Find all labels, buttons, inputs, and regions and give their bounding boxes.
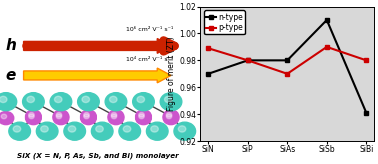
Circle shape: [26, 112, 41, 125]
Circle shape: [0, 96, 7, 103]
Circle shape: [54, 96, 62, 103]
Circle shape: [23, 93, 44, 111]
n-type: [325, 19, 329, 21]
Circle shape: [84, 113, 89, 117]
p-type: [364, 59, 369, 61]
Text: h: h: [6, 38, 17, 53]
p-type: [325, 46, 329, 48]
Circle shape: [26, 110, 41, 123]
Circle shape: [108, 112, 124, 125]
Circle shape: [178, 126, 186, 132]
Line: p-type: p-type: [206, 44, 369, 76]
n-type: [206, 73, 211, 75]
Circle shape: [111, 114, 117, 119]
Text: 10⁶ cm² V⁻¹ s⁻¹: 10⁶ cm² V⁻¹ s⁻¹: [125, 27, 173, 32]
Circle shape: [110, 96, 117, 103]
Circle shape: [56, 113, 62, 117]
Circle shape: [146, 122, 168, 140]
Circle shape: [0, 93, 17, 111]
p-type: [245, 59, 250, 61]
Circle shape: [111, 113, 117, 117]
Circle shape: [50, 93, 72, 111]
Circle shape: [164, 96, 172, 103]
Circle shape: [163, 112, 179, 125]
p-type: [285, 73, 290, 75]
Circle shape: [1, 114, 7, 119]
Text: SiX (X = N, P, As, Sb, and Bi) monolayer: SiX (X = N, P, As, Sb, and Bi) monolayer: [17, 153, 179, 159]
Circle shape: [91, 122, 113, 140]
Circle shape: [108, 110, 124, 123]
Circle shape: [29, 114, 34, 119]
Line: n-type: n-type: [206, 18, 369, 115]
Circle shape: [81, 110, 96, 123]
Circle shape: [119, 122, 141, 140]
Text: 10⁴ cm² V⁻¹ s⁻¹: 10⁴ cm² V⁻¹ s⁻¹: [125, 57, 173, 62]
Circle shape: [160, 93, 182, 111]
Circle shape: [105, 93, 127, 111]
Y-axis label: Figure of merit (ZT): Figure of merit (ZT): [167, 36, 177, 111]
p-type: [206, 47, 211, 49]
Circle shape: [29, 113, 34, 117]
Circle shape: [139, 114, 144, 119]
Circle shape: [9, 122, 31, 140]
FancyArrow shape: [23, 68, 171, 83]
Text: e: e: [6, 68, 16, 83]
Circle shape: [133, 93, 154, 111]
Circle shape: [174, 122, 195, 140]
Circle shape: [166, 114, 172, 119]
Circle shape: [139, 113, 144, 117]
Circle shape: [36, 122, 58, 140]
Circle shape: [68, 126, 76, 132]
Circle shape: [81, 112, 96, 125]
Circle shape: [163, 110, 179, 123]
Circle shape: [53, 112, 69, 125]
Circle shape: [41, 126, 48, 132]
Circle shape: [56, 114, 62, 119]
Circle shape: [64, 122, 85, 140]
Circle shape: [27, 96, 34, 103]
Circle shape: [82, 96, 90, 103]
Circle shape: [123, 126, 131, 132]
n-type: [364, 112, 369, 114]
Circle shape: [53, 110, 69, 123]
Circle shape: [166, 113, 172, 117]
FancyArrow shape: [23, 39, 171, 53]
Circle shape: [137, 96, 144, 103]
n-type: [245, 59, 250, 61]
Circle shape: [0, 112, 14, 125]
Circle shape: [136, 112, 151, 125]
Circle shape: [136, 110, 151, 123]
Legend: n-type, p-type: n-type, p-type: [204, 10, 245, 34]
Circle shape: [96, 126, 103, 132]
Circle shape: [84, 114, 89, 119]
Circle shape: [13, 126, 21, 132]
Circle shape: [151, 126, 158, 132]
Circle shape: [77, 93, 99, 111]
n-type: [285, 59, 290, 61]
